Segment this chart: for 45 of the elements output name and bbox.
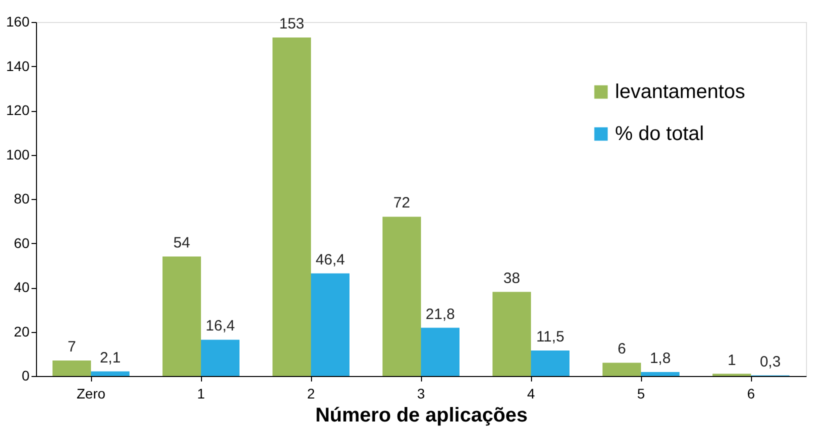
data-label: 1,8 — [650, 350, 671, 368]
x-tick-label: 4 — [527, 386, 536, 402]
y-tick-label: 40 — [14, 279, 30, 295]
bar — [311, 273, 350, 376]
data-label: 2,1 — [100, 349, 121, 366]
bar — [421, 328, 460, 376]
x-tick-label: Zero — [76, 386, 106, 402]
x-tick-label: 1 — [197, 386, 206, 402]
x-tick-label: 3 — [417, 386, 426, 402]
bar — [52, 360, 91, 376]
y-tick-label: 140 — [6, 58, 30, 74]
data-label: 21,8 — [426, 306, 455, 323]
bar — [641, 372, 680, 376]
data-label: 6 — [618, 340, 626, 358]
y-tick-label: 160 — [6, 14, 30, 30]
y-tick-label: 80 — [14, 190, 30, 206]
data-label: 1 — [728, 352, 736, 369]
x-tick-label: 6 — [747, 386, 756, 402]
bar — [162, 256, 201, 376]
bar — [201, 340, 240, 376]
data-label: 54 — [173, 234, 190, 252]
x-axis-title: Número de aplicações — [315, 404, 528, 426]
legend-label: levantamentos — [615, 81, 746, 103]
bar — [531, 350, 570, 376]
data-label: 7 — [68, 338, 76, 356]
data-label: 38 — [503, 270, 520, 287]
bar — [91, 371, 130, 376]
data-label: 153 — [279, 15, 304, 32]
y-tick-label: 120 — [6, 102, 30, 118]
y-tick-label: 0 — [22, 368, 30, 384]
y-tick-label: 20 — [14, 323, 30, 340]
legend-label: % do total — [615, 123, 704, 145]
y-tick-label: 60 — [14, 234, 30, 251]
data-label: 16,4 — [206, 318, 235, 335]
data-label: 11,5 — [536, 328, 564, 346]
bar — [492, 292, 531, 376]
y-tick-label: 100 — [6, 146, 30, 162]
x-tick-label: 2 — [307, 386, 316, 402]
bar — [382, 216, 421, 376]
data-label: 72 — [393, 194, 410, 212]
data-label: 46,4 — [316, 251, 345, 268]
data-label: 0,3 — [760, 353, 781, 370]
x-tick-label: 5 — [637, 386, 646, 402]
bar — [602, 362, 641, 376]
bar — [272, 37, 311, 376]
